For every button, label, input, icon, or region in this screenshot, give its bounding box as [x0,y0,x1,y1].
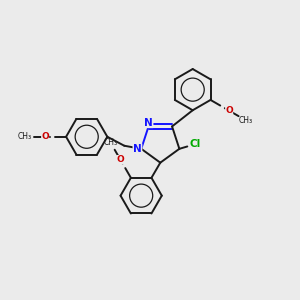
Text: N: N [144,118,153,128]
Text: O: O [116,155,124,164]
Text: O: O [41,132,49,141]
Text: CH₃: CH₃ [239,116,253,125]
Text: N: N [133,144,142,154]
Text: Cl: Cl [190,140,201,149]
Text: CH₃: CH₃ [103,138,118,147]
Text: O: O [225,106,233,115]
Text: CH₃: CH₃ [18,132,32,141]
